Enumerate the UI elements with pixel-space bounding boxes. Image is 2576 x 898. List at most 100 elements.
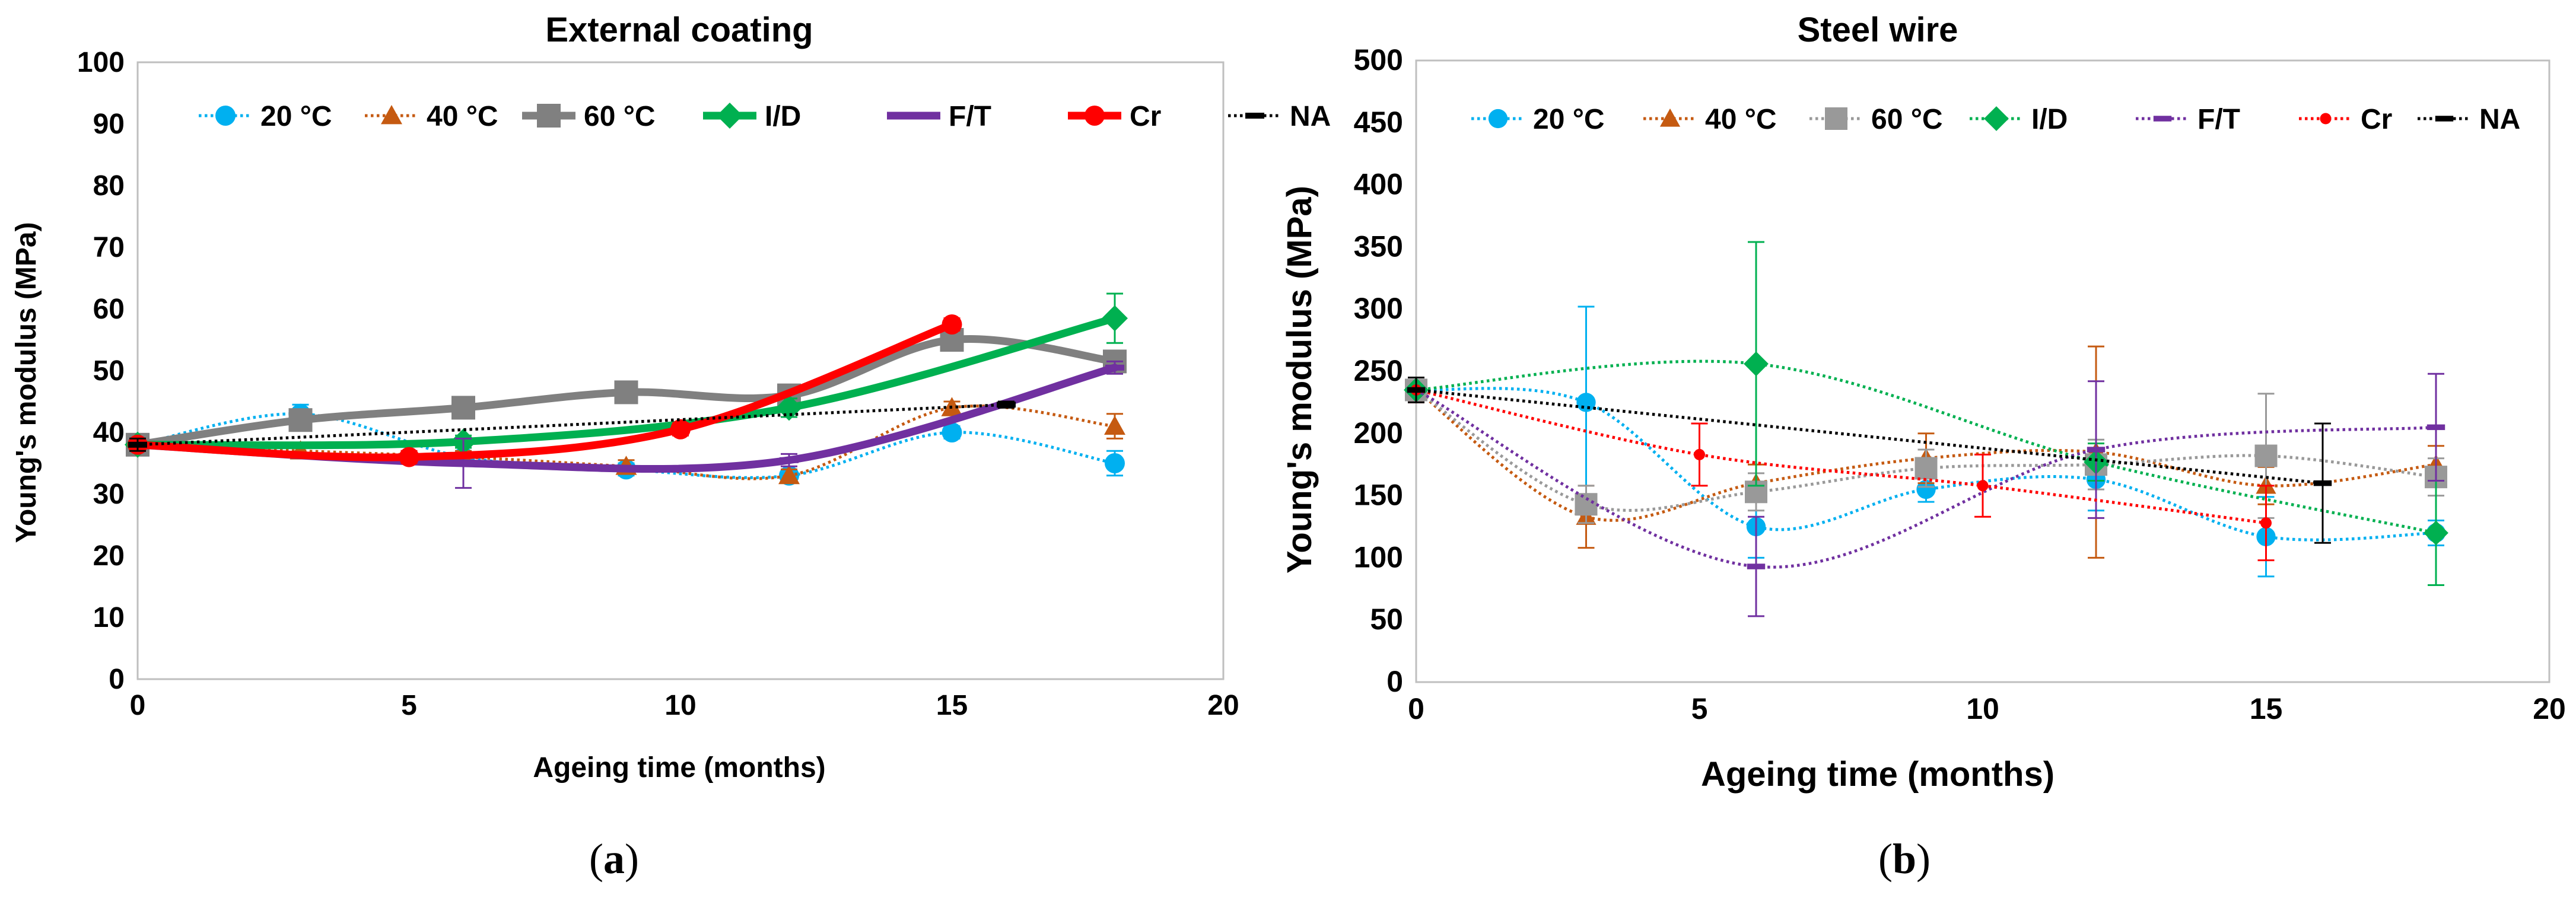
chart-b-data-point	[1914, 457, 1938, 480]
legend-swatch-marker	[1984, 106, 2009, 131]
chart-a-series-line	[133, 320, 956, 461]
chart-a-data-point	[778, 464, 800, 485]
chart-b-y-tick-label: 0	[1386, 665, 1403, 698]
legend-label: 40 °C	[1705, 104, 1777, 135]
chart-a-x-axis-title: Ageing time (months)	[533, 752, 825, 784]
chart-a-data-point	[1104, 415, 1125, 435]
chart-b-x-axis-title: Ageing time (months)	[1701, 755, 2055, 794]
chart-a-x-tick-label: 5	[401, 690, 417, 721]
chart-a-data-point	[780, 457, 799, 463]
chart-a-y-tick-label: 80	[93, 170, 125, 202]
chart-b-data-point	[2260, 517, 2272, 529]
legend-item: I/D	[1970, 104, 2068, 135]
chart-a-data-point	[128, 441, 147, 448]
chart-a-y-tick-label: 100	[77, 47, 125, 78]
chart-a-data-point	[670, 419, 691, 440]
chart-b-series	[1404, 241, 2448, 617]
legend-swatch-marker	[2153, 116, 2172, 122]
chart-b-series-line	[1416, 389, 2266, 525]
chart-b-frame	[1415, 59, 2550, 683]
legend-swatch-marker	[717, 103, 743, 129]
chart-b-data-point	[2087, 447, 2106, 453]
chart-a-data-point	[454, 460, 473, 466]
legend-swatch-marker	[1085, 106, 1105, 126]
chart-b-series-line	[1415, 389, 2437, 569]
legend-label: I/D	[765, 101, 801, 132]
chart-a-data-point	[451, 396, 475, 420]
legend-item: NA	[2418, 104, 2520, 135]
legend-swatch-marker	[215, 106, 236, 126]
legend-label: F/T	[949, 101, 991, 132]
chart-a-y-tick-label: 20	[93, 540, 125, 572]
chart-a-y-tick-label: 40	[93, 417, 125, 448]
chart-b-data-point	[2426, 424, 2445, 431]
chart-a-x-tick-label: 0	[130, 690, 146, 721]
chart-b-data-point	[1407, 387, 1426, 393]
chart-b-x-tick-label: 5	[1691, 692, 1708, 725]
chart-a-data-point	[1105, 364, 1124, 371]
chart-a-title: External coating	[545, 11, 813, 49]
legend-item: NA	[1228, 101, 1331, 132]
chart-a-x-tick-label: 15	[936, 690, 968, 721]
chart-a-series-line	[137, 403, 1007, 447]
chart-a-x-tick-label: 10	[664, 690, 696, 721]
chart-a-y-tick-label: 0	[109, 664, 125, 695]
legend-item: 20 °C	[199, 101, 332, 132]
chart-a-data-point	[997, 402, 1016, 408]
chart-b-y-tick-label: 250	[1354, 354, 1403, 387]
chart-a-y-tick-label: 70	[93, 232, 125, 263]
chart-a-data-point	[399, 447, 419, 467]
legend-item: I/D	[703, 101, 801, 132]
chart-b-series-line	[1416, 359, 2437, 534]
chart-a-series	[125, 292, 1128, 489]
caption-b-letter: b	[1893, 835, 1916, 883]
chart-a-series-na	[128, 400, 1016, 452]
legend-label: 40 °C	[427, 101, 498, 132]
chart-b-series-na	[1407, 376, 2332, 544]
legend-item: 60 °C	[1809, 104, 1943, 135]
chart-b-y-tick-label: 350	[1354, 230, 1403, 263]
chart-a-data-point	[614, 380, 638, 405]
chart-b-data-point	[1916, 479, 1936, 499]
chart-a-data-point	[942, 314, 962, 335]
chart-b-x-tick-label: 15	[2250, 692, 2283, 725]
chart-a-data-point	[1105, 453, 1125, 473]
legend-swatch-marker	[1488, 109, 1508, 129]
chart-a-y-axis-title: Young's modulus (MPa)	[11, 222, 42, 543]
chart-a-data-point	[1102, 305, 1128, 332]
legend-item: Cr	[1068, 101, 1161, 132]
chart-b-x-tick-label: 20	[2533, 692, 2566, 725]
chart-b-y-tick-label: 150	[1354, 479, 1403, 512]
legend-label: 20 °C	[260, 101, 332, 132]
legend-swatch-marker	[1825, 107, 1847, 130]
chart-b-y-tick-labels: 0 50 100 150 200 250 300 350 400 450 500	[1354, 43, 1403, 698]
chart-b-data-point	[2254, 444, 2278, 467]
chart-a-y-tick-label: 90	[93, 109, 125, 140]
caption-a-letter: a	[603, 835, 625, 883]
chart-b-y-tick-label: 200	[1354, 416, 1403, 450]
chart-b-data-point	[2313, 480, 2332, 486]
legend-label: 20 °C	[1533, 104, 1605, 135]
legend-item: 40 °C	[1643, 104, 1777, 135]
chart-b-x-tick-label: 10	[1966, 692, 1999, 725]
chart-b-data-point	[1694, 448, 1705, 460]
chart-a-y-tick-label: 60	[93, 294, 125, 325]
chart-b-series-i-d	[1404, 241, 2448, 587]
chart-a-plot-area	[136, 61, 1225, 680]
chart-b-legend: 20 °C 40 °C 60 °C I/D F/T Cr NA	[1471, 104, 2520, 135]
chart-b-y-tick-label: 450	[1354, 106, 1403, 139]
chart-panel-b: Steel wire 05010015020025030035040045050…	[1280, 11, 2566, 794]
chart-a-data-point	[288, 408, 313, 432]
legend-swatch-marker	[2320, 113, 2332, 125]
legend-item: F/T	[2136, 104, 2240, 135]
legend-label: Cr	[2361, 104, 2392, 135]
chart-a-legend: 20 °C 40 °C 60 °C I/D F/T Cr NA	[199, 101, 1331, 132]
chart-a-y-tick-labels: 0 10 20 30 40 50 60 70 80 90 100	[77, 47, 125, 695]
legend-label: 60 °C	[584, 101, 656, 132]
chart-b-y-tick-label: 300	[1354, 292, 1403, 325]
chart-b-x-tick-labels: 0 5 10 15 20	[1408, 692, 2566, 725]
legend-swatch-marker	[1659, 108, 1681, 127]
chart-a-frame	[136, 61, 1225, 680]
chart-b-y-tick-label: 100	[1354, 540, 1403, 574]
